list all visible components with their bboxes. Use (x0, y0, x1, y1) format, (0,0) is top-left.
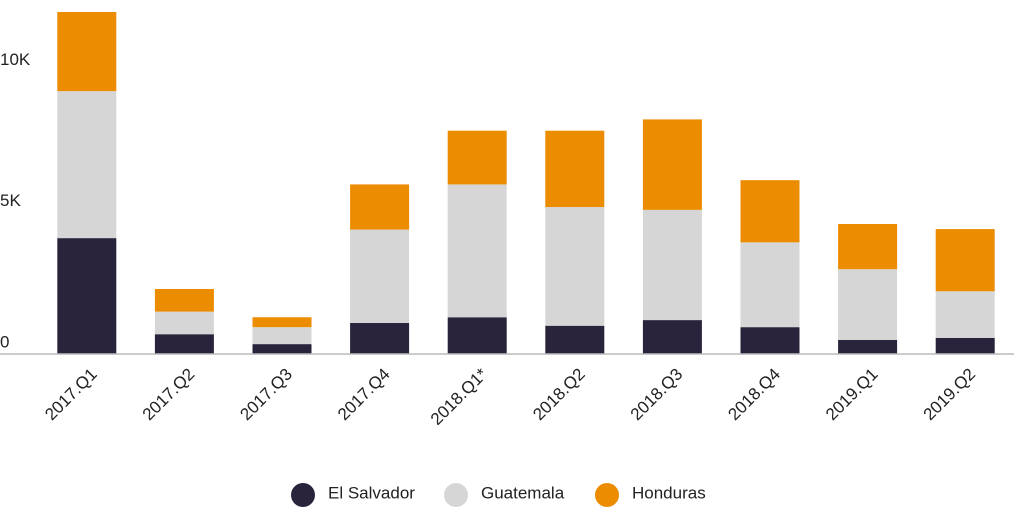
bar-segment (350, 229, 410, 323)
x-tick-label: 2019.Q2 (920, 365, 980, 425)
bar-segment (447, 130, 507, 185)
x-tick-label: 2017.Q4 (334, 365, 394, 425)
bar-segment (57, 91, 117, 239)
y-tick-label: 0 (0, 332, 9, 351)
bar-segment (935, 229, 995, 292)
x-tick-label: 2018.Q1* (427, 364, 492, 429)
x-tick-label: 2019.Q1 (822, 365, 882, 425)
x-tick-label: 2018.Q2 (529, 365, 589, 425)
bar-segment (838, 269, 898, 340)
bar-segment (545, 325, 605, 354)
bar-segment (740, 180, 800, 243)
bar-segment (154, 311, 214, 335)
x-tick-label: 2018.Q3 (627, 365, 687, 425)
bar-segment (838, 223, 898, 270)
bar-segment (642, 119, 702, 210)
bar-segment (740, 327, 800, 354)
bar-segment (740, 242, 800, 328)
x-tick-label: 2017.Q2 (139, 365, 199, 425)
bar-segment (838, 339, 898, 354)
bar-segment (545, 130, 605, 208)
legend-swatch (444, 483, 468, 507)
bar-segment (447, 184, 507, 318)
legend-label: El Salvador (328, 483, 415, 502)
x-tick-label: 2018.Q4 (724, 365, 784, 425)
bar-segment (545, 207, 605, 326)
bar-segment (935, 337, 995, 354)
legend-swatch (595, 483, 619, 507)
legend-label: Honduras (632, 483, 706, 502)
x-tick-label: 2017.Q1 (41, 365, 101, 425)
y-tick-label: 10K (0, 50, 31, 69)
bar-segment (642, 209, 702, 321)
bar-segment (642, 320, 702, 354)
bar-segment (57, 238, 117, 354)
bar-segment (447, 317, 507, 354)
bar-segment (57, 12, 117, 92)
bar-segment (154, 288, 214, 312)
x-tick-label: 2017.Q3 (236, 365, 296, 425)
legend-swatch (291, 483, 315, 507)
y-tick-label: 5K (0, 191, 21, 210)
bar-segment (252, 327, 312, 345)
bar-segment (252, 344, 312, 354)
legend-label: Guatemala (481, 483, 565, 502)
bar-segment (350, 184, 410, 230)
bar-segment (154, 334, 214, 354)
bar-segment (252, 317, 312, 328)
bar-segment (935, 291, 995, 338)
bar-segment (350, 322, 410, 354)
